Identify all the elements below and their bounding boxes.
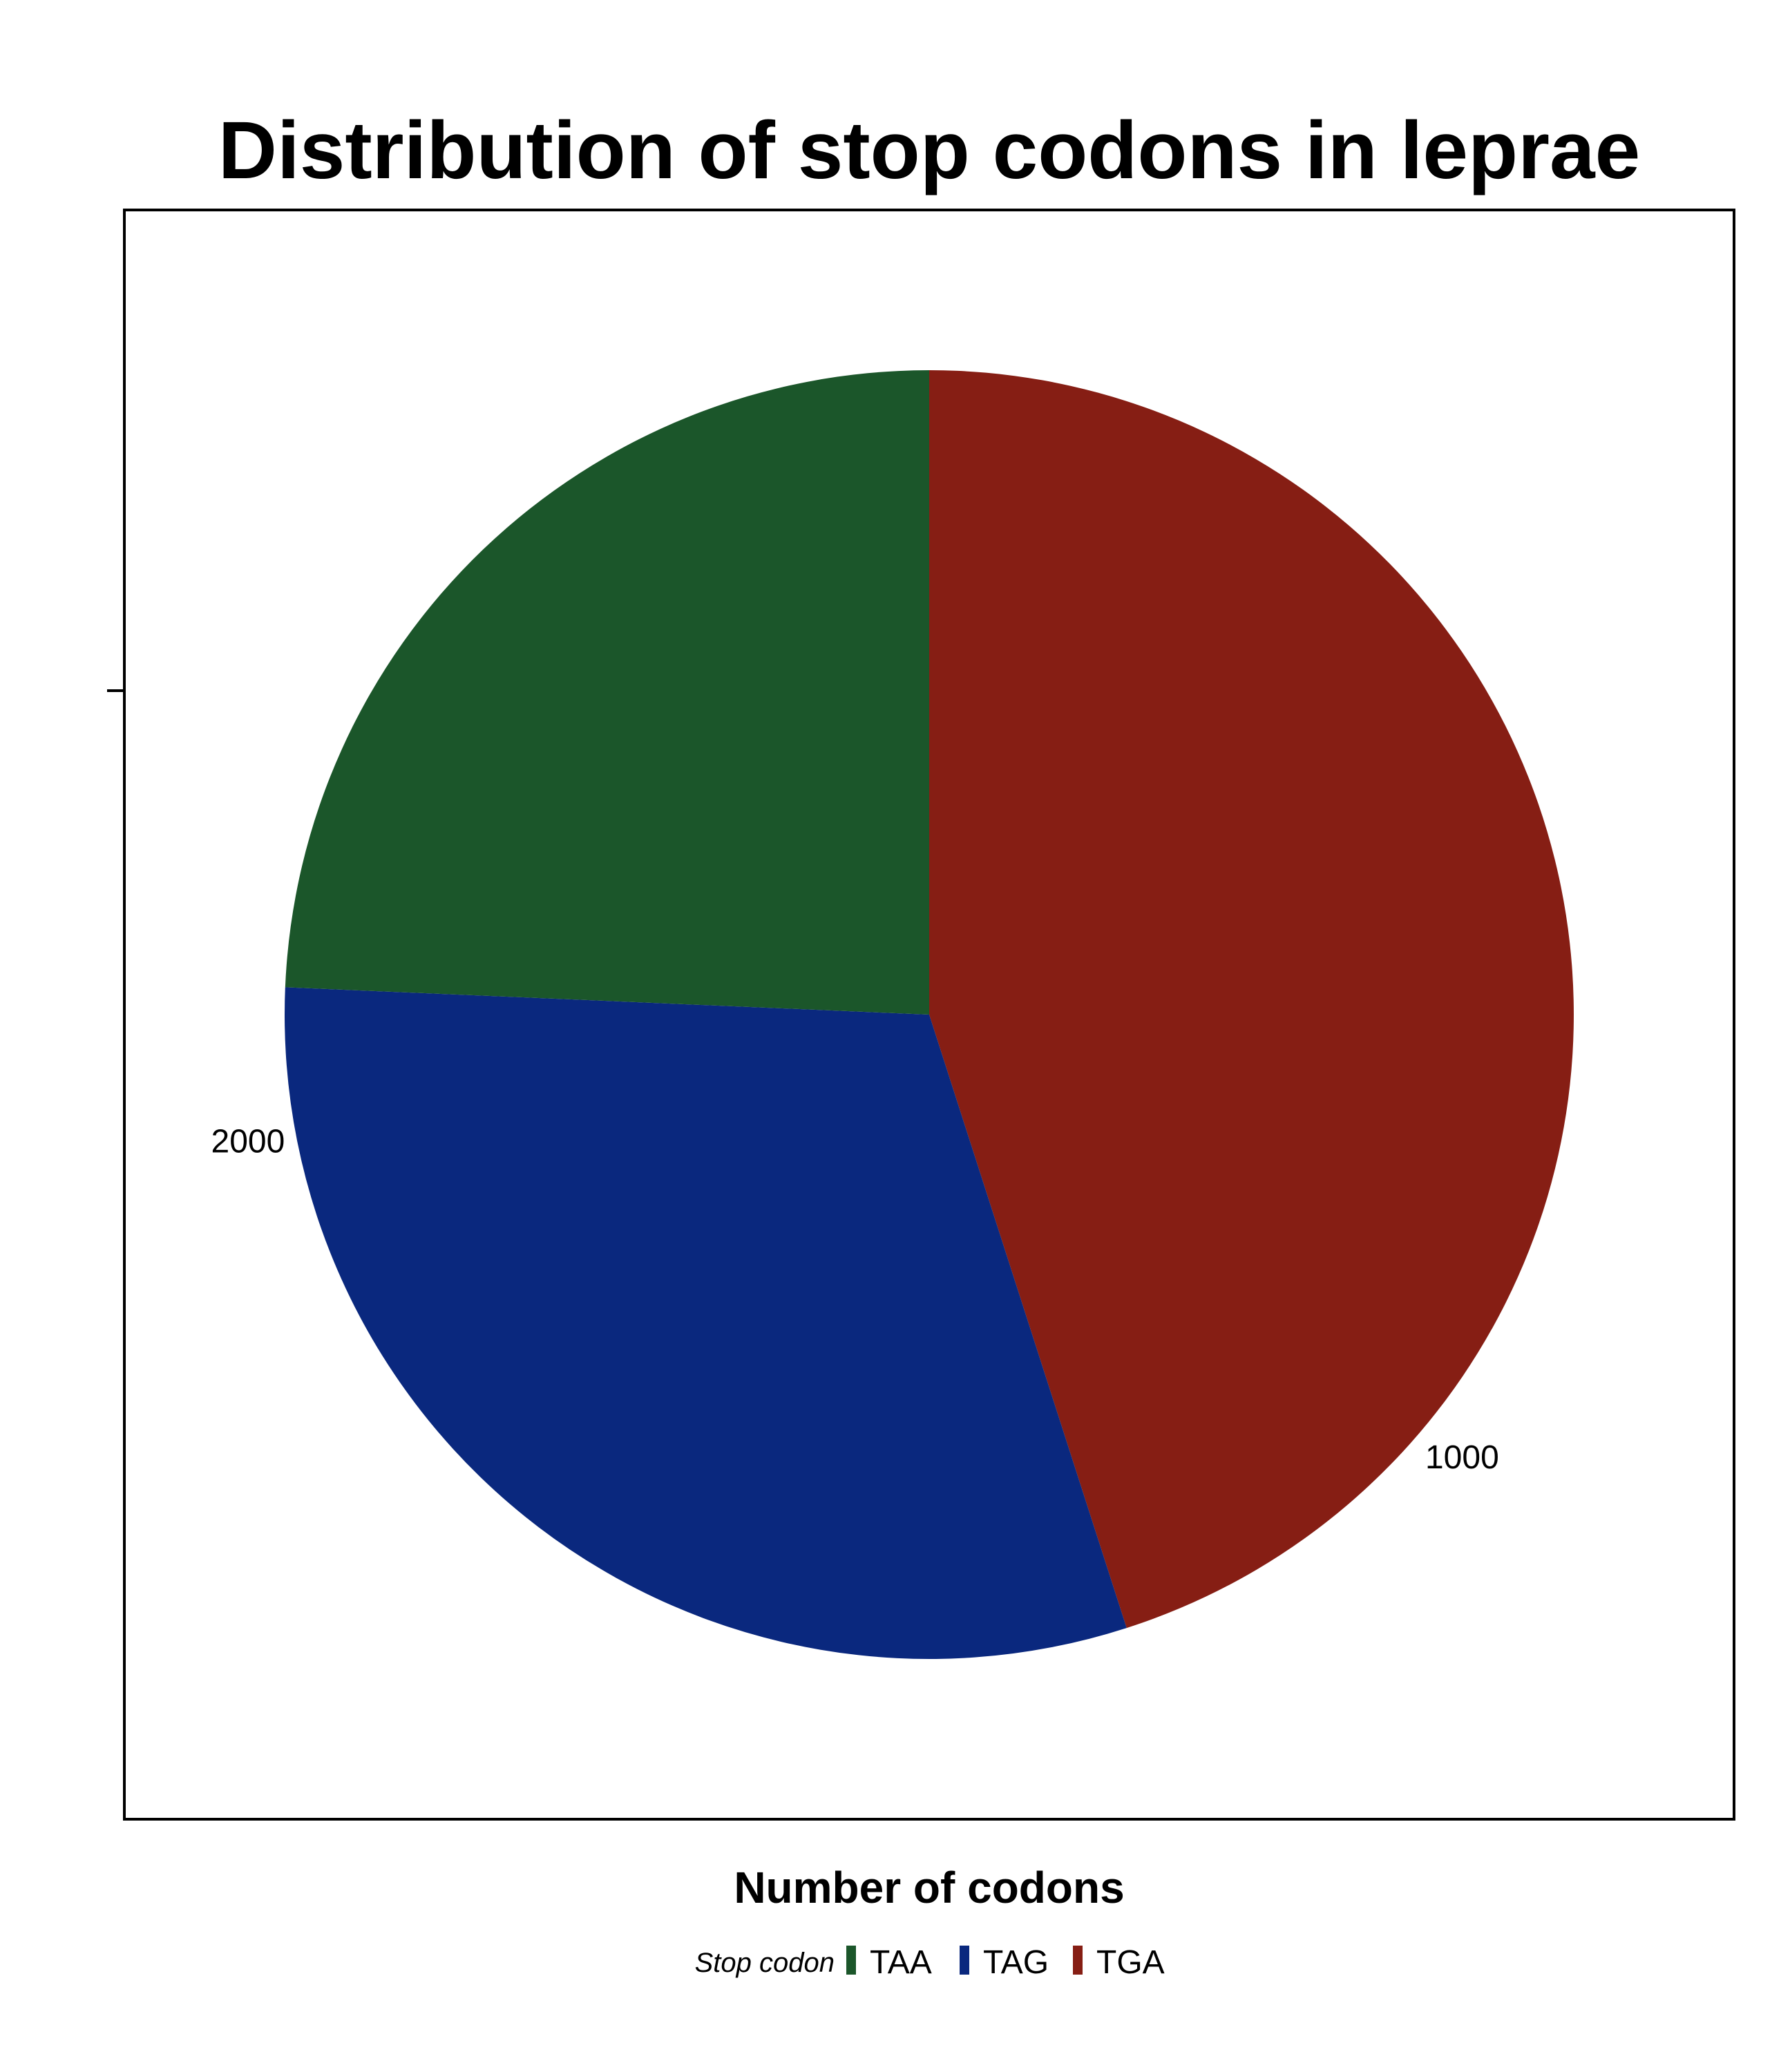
radial-tick-labels: 1000 2000 [211,1123,1499,1476]
x-axis-label: Number of codons [734,1863,1124,1912]
pie-slice-tag [284,987,1127,1659]
legend: Stop codon TAA TAG TGA [695,1944,1165,1981]
plot-panel-border [123,209,1735,1821]
legend-label-tga: TGA [1096,1944,1165,1981]
pie-slice-taa [285,370,929,1015]
pie-slices [284,370,1574,1659]
radial-tick-label: 1000 [1425,1439,1499,1476]
pie-slice-tga [929,370,1574,1629]
chart-title: Distribution of stop codons in leprae [218,105,1641,196]
legend-key-tag [960,1946,969,1975]
legend-label-taa: TAA [870,1944,932,1981]
legend-key-tga [1073,1946,1083,1975]
radial-tick-label: 2000 [211,1123,285,1160]
legend-label-tag: TAG [983,1944,1049,1981]
legend-key-taa [846,1946,856,1975]
legend-title: Stop codon [695,1948,835,1978]
